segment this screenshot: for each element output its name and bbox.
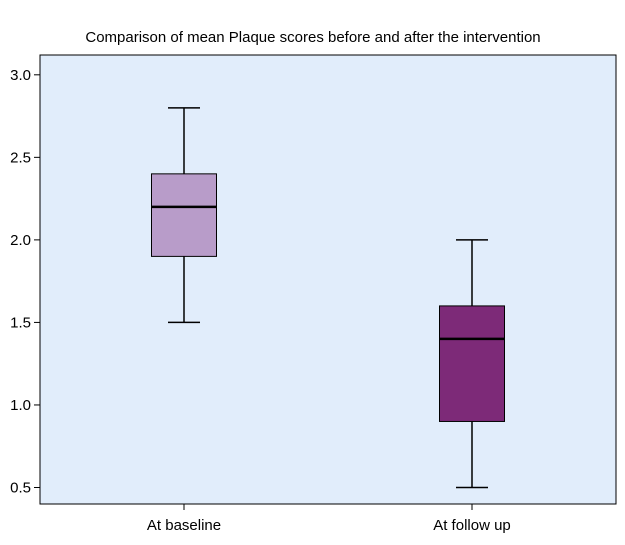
y-tick-label: 1.0	[10, 397, 31, 414]
y-tick-label: 2.0	[10, 232, 31, 249]
iqr-box	[439, 305, 505, 422]
y-axis: 0.5 1.0 1.5 2.0 2.5 3.0	[10, 67, 40, 496]
x-tick-label: At follow up	[433, 517, 511, 534]
plot-area	[39, 54, 617, 505]
x-axis: At baseline At follow up	[147, 504, 511, 534]
y-tick-label: 2.5	[10, 149, 31, 166]
x-tick-label: At baseline	[147, 517, 221, 534]
chart-title: Comparison of mean Plaque scores before …	[85, 29, 540, 46]
y-tick-label: 3.0	[10, 67, 31, 84]
y-tick-label: 1.5	[10, 314, 31, 331]
y-tick-label: 0.5	[10, 479, 31, 496]
box-group	[151, 107, 217, 324]
box-group	[439, 239, 505, 489]
box-layer	[151, 107, 505, 489]
iqr-box	[151, 173, 217, 257]
